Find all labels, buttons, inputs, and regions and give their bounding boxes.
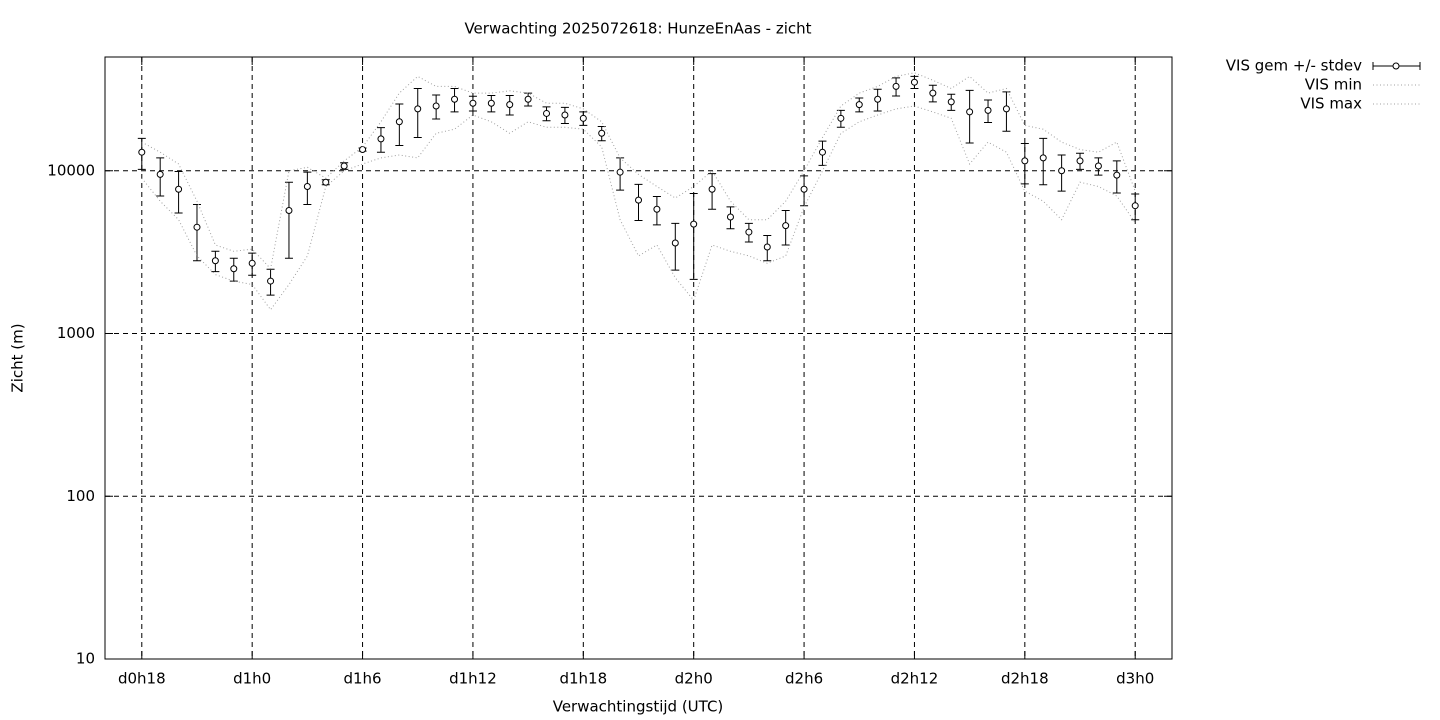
- data-point: [653, 205, 661, 213]
- data-point: [359, 146, 367, 154]
- x-tick-label: d1h6: [343, 670, 381, 688]
- data-point: [1094, 162, 1102, 170]
- data-point: [451, 95, 459, 103]
- series-line: [141, 72, 1136, 270]
- data-point: [1039, 154, 1047, 162]
- data-point: [984, 106, 992, 114]
- data-point: [800, 185, 808, 193]
- data-point: [690, 220, 698, 228]
- data-point: [414, 105, 422, 113]
- x-tick-label: d2h12: [891, 670, 939, 688]
- x-tick-label: d2h6: [785, 670, 823, 688]
- plot-frame: [104, 56, 1173, 660]
- error-bar: [671, 222, 680, 271]
- data-point: [745, 228, 753, 236]
- data-point: [377, 135, 385, 143]
- error-bar: [284, 181, 293, 259]
- data-point: [671, 239, 679, 247]
- data-point: [487, 99, 495, 107]
- data-point: [579, 114, 587, 122]
- data-point: [708, 185, 716, 193]
- data-point: [211, 257, 219, 265]
- data-point: [524, 95, 532, 103]
- data-point: [267, 277, 275, 285]
- legend-label: VIS max: [1300, 95, 1362, 113]
- data-point: [175, 185, 183, 193]
- legend-swatch: [1392, 62, 1400, 70]
- data-point: [340, 162, 348, 170]
- x-tick-label: d2h18: [1001, 670, 1049, 688]
- legend-label: VIS gem +/- stdev: [1226, 57, 1362, 75]
- x-tick-label: d1h0: [233, 670, 271, 688]
- error-bar: [689, 192, 698, 280]
- error-bar: [1039, 137, 1048, 186]
- data-point: [469, 99, 477, 107]
- data-point: [837, 114, 845, 122]
- data-point: [855, 101, 863, 109]
- data-point: [874, 95, 882, 103]
- data-point: [947, 98, 955, 106]
- y-tick-label: 10000: [47, 161, 95, 179]
- y-tick-label: 1000: [57, 324, 95, 342]
- data-point: [156, 170, 164, 178]
- data-point: [432, 102, 440, 110]
- x-tick-label: d2h0: [675, 670, 713, 688]
- series-line: [141, 105, 1136, 311]
- data-point: [1058, 167, 1066, 175]
- y-axis-label: Zicht (m): [9, 323, 27, 392]
- data-point: [635, 196, 642, 204]
- data-point: [1021, 157, 1029, 165]
- data-point: [193, 223, 201, 231]
- data-point: [1113, 171, 1121, 179]
- x-tick-label: d1h18: [559, 670, 607, 688]
- x-tick-label: d0h18: [118, 670, 166, 688]
- x-axis-label: Verwachtingstijd (UTC): [553, 698, 724, 716]
- legend-label: VIS min: [1305, 76, 1362, 94]
- data-point: [506, 101, 514, 109]
- data-point: [248, 259, 256, 267]
- error-bar: [413, 88, 422, 139]
- data-point: [726, 213, 734, 221]
- data-point: [929, 89, 937, 97]
- data-point: [598, 129, 606, 137]
- data-point: [892, 82, 900, 90]
- data-point: [763, 243, 771, 251]
- data-point: [138, 148, 146, 156]
- data-point: [543, 109, 551, 117]
- data-point: [395, 118, 403, 126]
- data-point: [782, 222, 790, 230]
- data-point: [910, 78, 918, 86]
- chart-title: Verwachting 2025072618: HunzeEnAas - zic…: [464, 20, 811, 38]
- data-point: [1076, 157, 1084, 165]
- data-point: [322, 178, 330, 186]
- data-point: [616, 168, 624, 176]
- data-point: [230, 265, 238, 273]
- error-bar: [192, 204, 201, 262]
- data-point: [1002, 105, 1010, 113]
- data-point: [285, 206, 293, 214]
- x-tick-label: d1h12: [449, 670, 497, 688]
- y-tick-label: 10: [76, 650, 95, 668]
- data-point: [1131, 202, 1139, 210]
- error-bar: [965, 89, 974, 144]
- data-point: [561, 111, 569, 119]
- x-tick-label: d3h0: [1116, 670, 1154, 688]
- data-point: [818, 148, 826, 156]
- data-point: [303, 183, 311, 191]
- y-tick-label: 100: [66, 487, 95, 505]
- data-point: [966, 108, 974, 116]
